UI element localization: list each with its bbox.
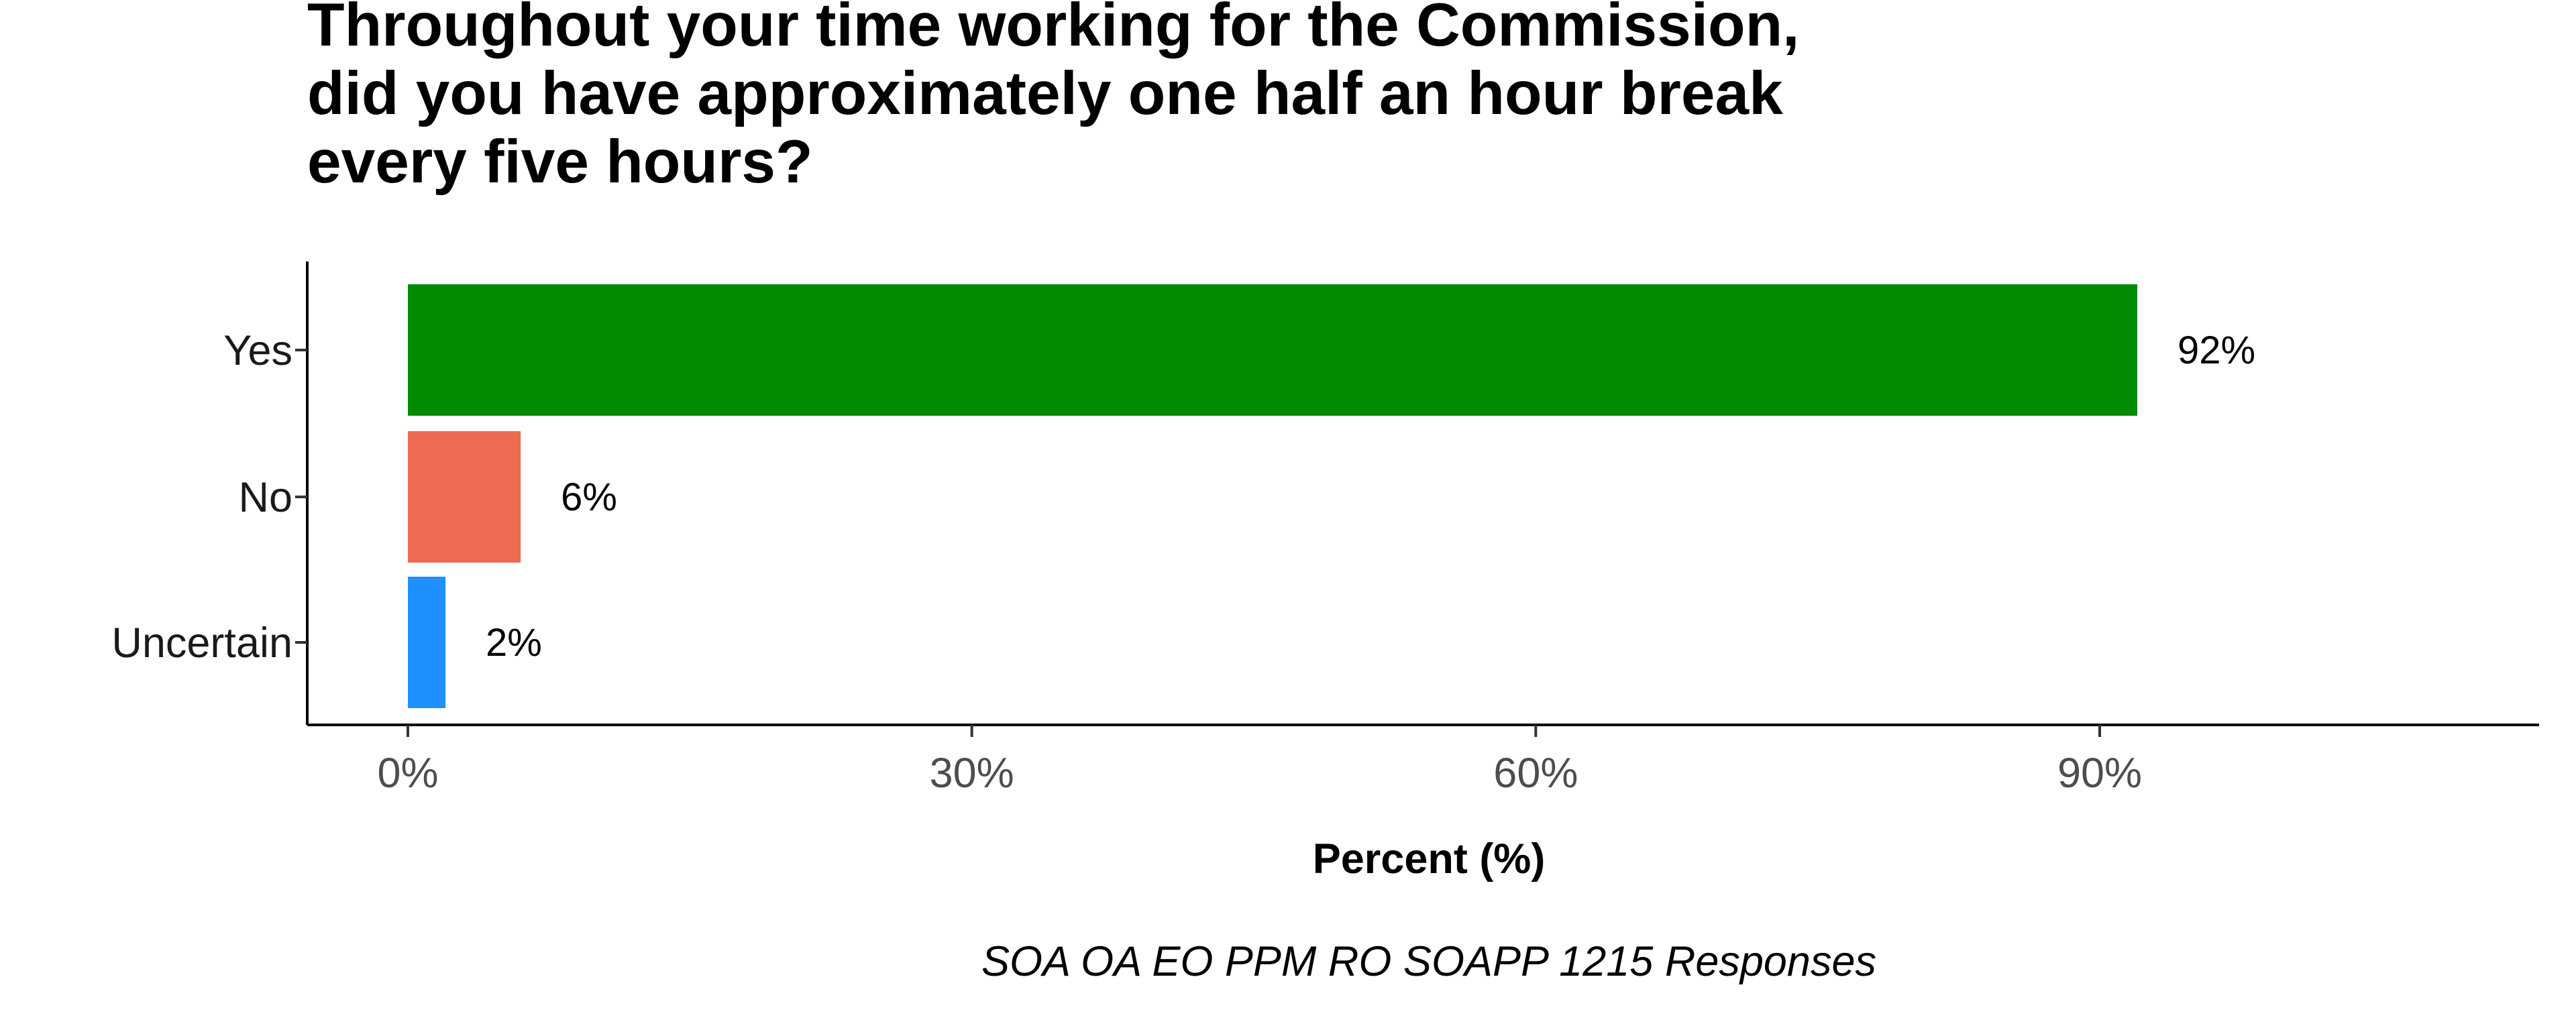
bar-yes bbox=[408, 284, 2138, 416]
x-axis-title: Percent (%) bbox=[1313, 836, 1546, 882]
data-label-uncertain: 2% bbox=[486, 621, 542, 665]
x-axis: 0% 30% 60% 90% bbox=[307, 724, 2539, 797]
x-tick-label: 30% bbox=[930, 750, 1014, 797]
bar-uncertain bbox=[408, 577, 446, 708]
bars-layer bbox=[408, 284, 2138, 708]
data-labels-layer: 92% 6% 2% bbox=[486, 329, 2255, 665]
data-label-no: 6% bbox=[561, 475, 617, 519]
y-axis: Yes No Uncertain bbox=[111, 262, 309, 725]
chart-title: Throughout your time working for the Com… bbox=[307, 0, 1799, 196]
y-tick-label-no: No bbox=[238, 474, 292, 521]
bar-no bbox=[408, 431, 521, 563]
chart-title-line-3: every five hours? bbox=[307, 128, 813, 196]
chart-title-line-1: Throughout your time working for the Com… bbox=[307, 0, 1799, 59]
chart-caption: SOA OA EO PPM RO SOAPP 1215 Responses bbox=[981, 938, 1876, 985]
data-label-yes: 92% bbox=[2178, 329, 2255, 372]
y-tick-label-yes: Yes bbox=[223, 327, 292, 374]
x-tick-label: 60% bbox=[1493, 750, 1578, 797]
x-tick-label: 90% bbox=[2057, 750, 2142, 797]
chart-title-line-2: did you have approximately one half an h… bbox=[307, 60, 1783, 127]
y-tick-label-uncertain: Uncertain bbox=[111, 620, 292, 667]
x-tick-label: 0% bbox=[377, 750, 438, 797]
